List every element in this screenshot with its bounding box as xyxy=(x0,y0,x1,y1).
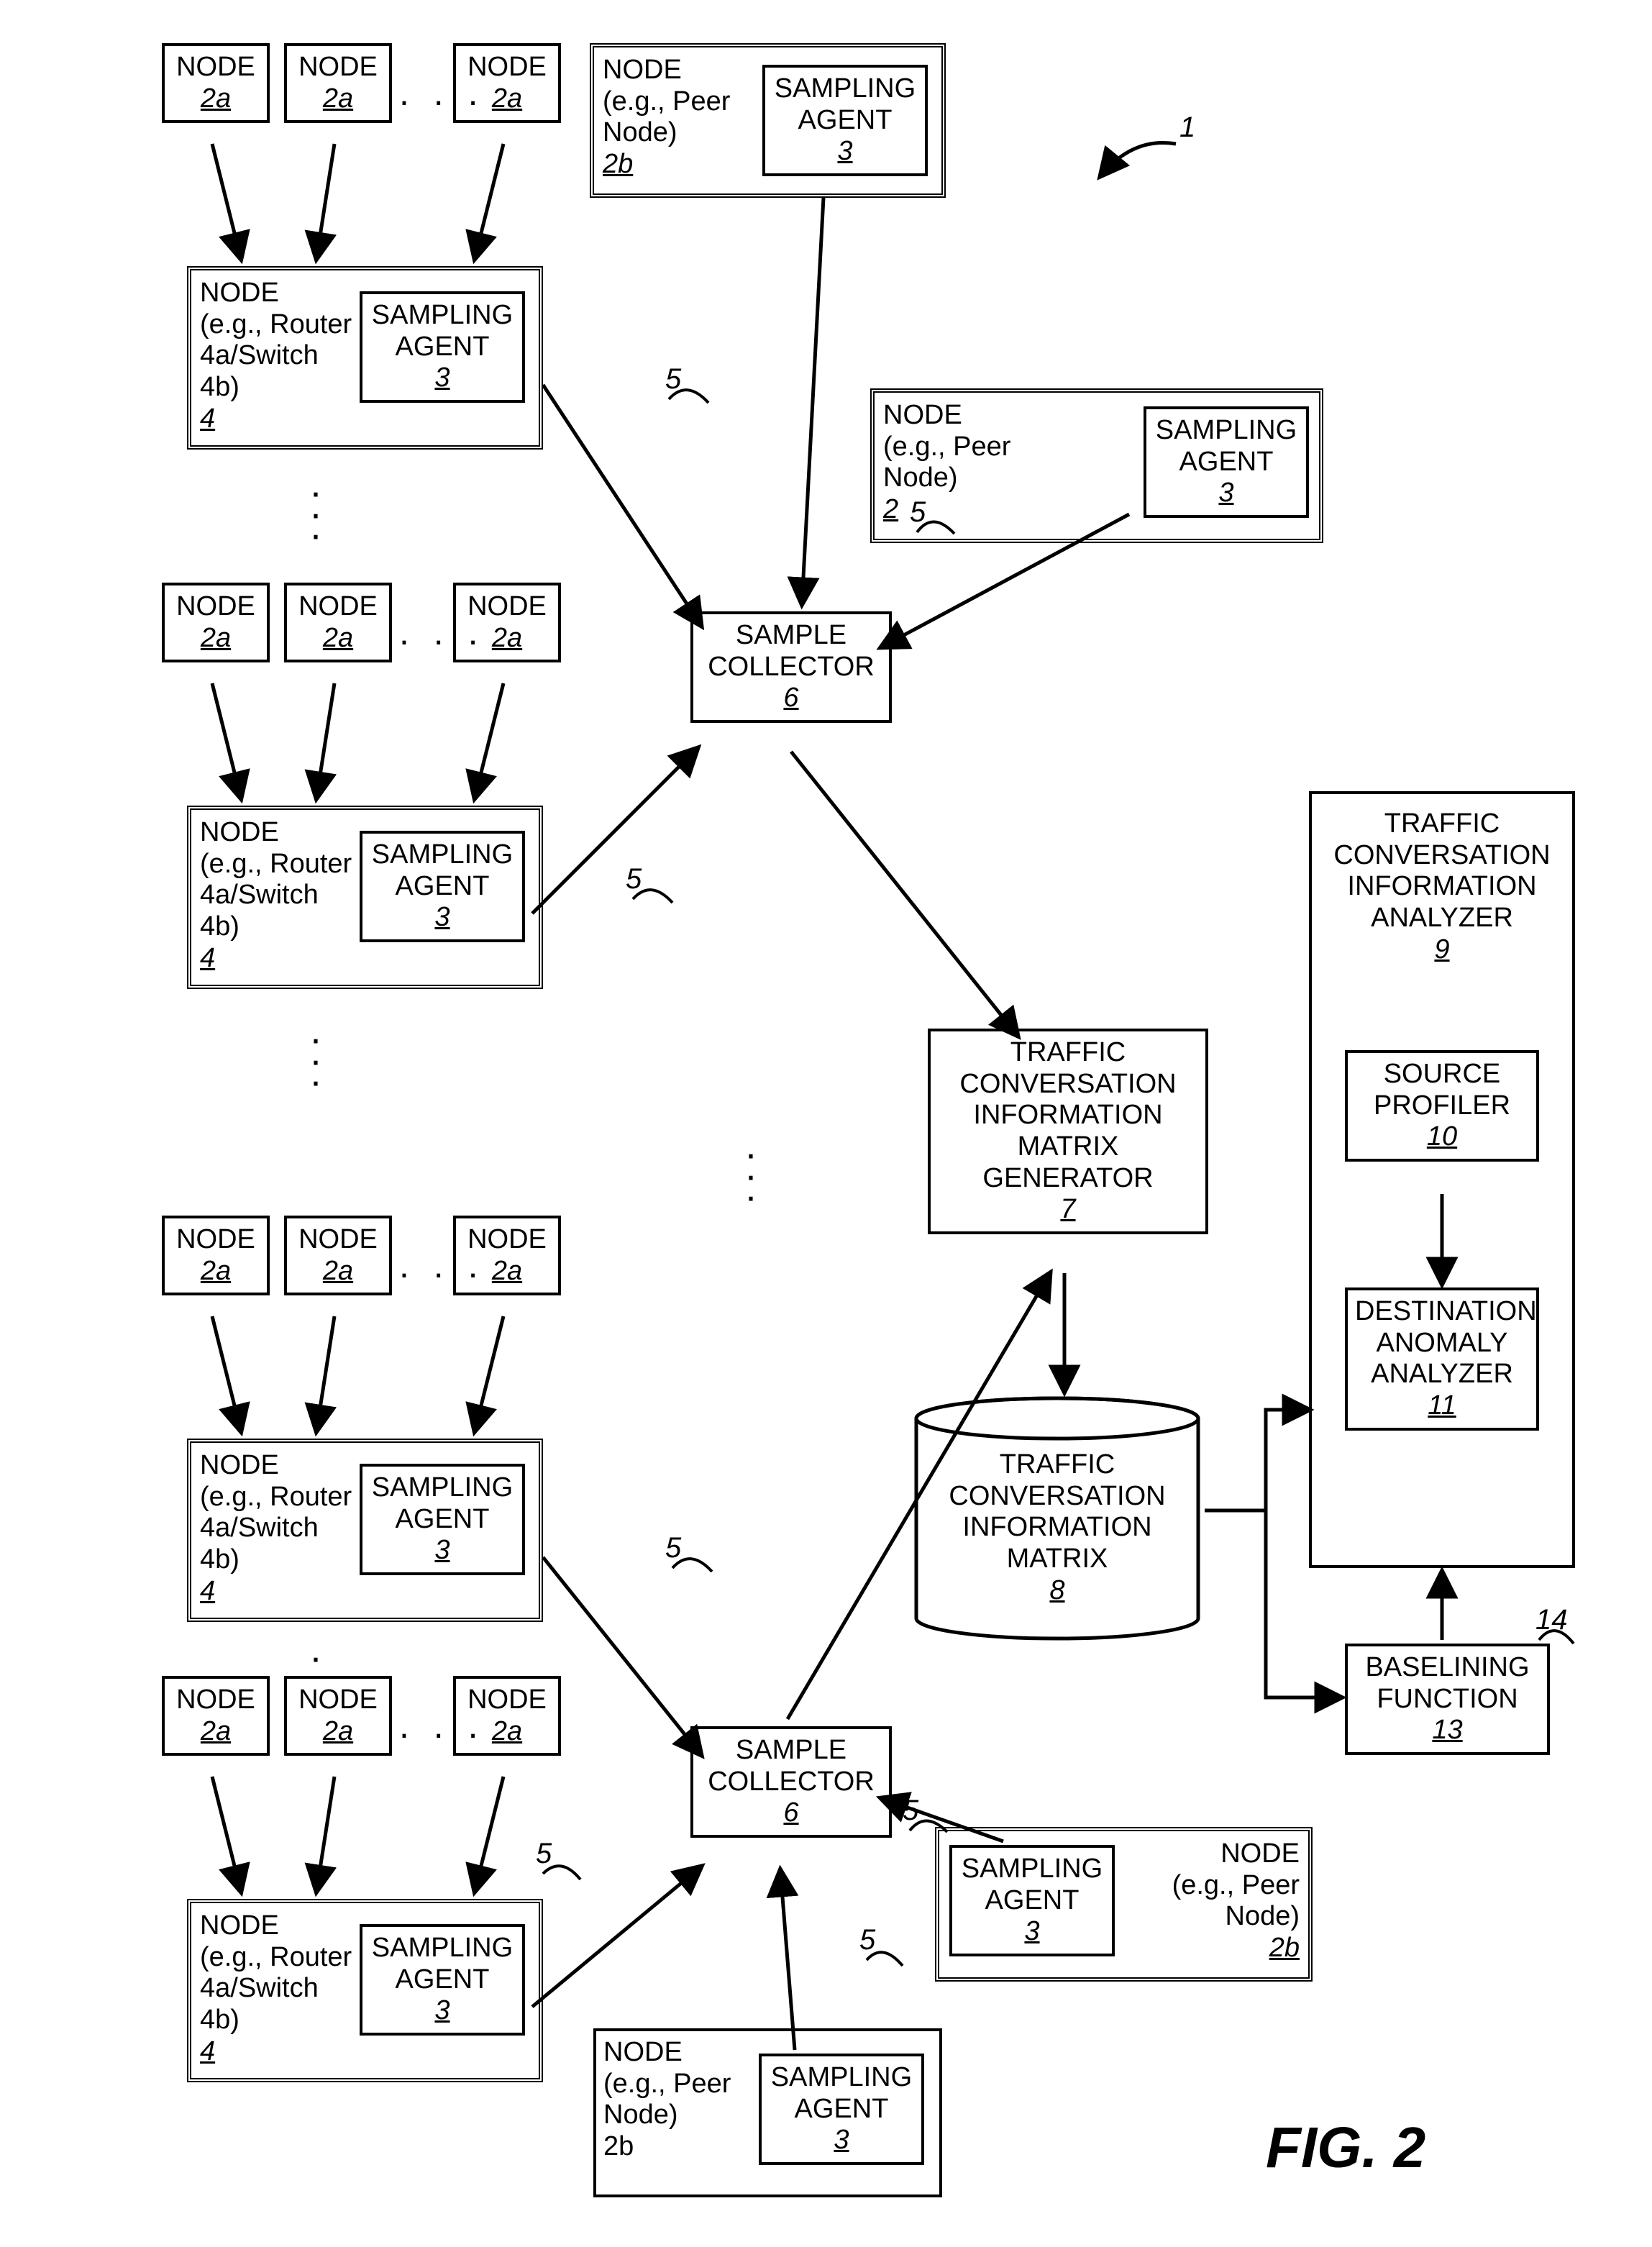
ref-label-1: 1 xyxy=(1179,111,1195,144)
ref-label-5: 5 xyxy=(910,496,926,529)
node-label: NODE xyxy=(176,52,255,82)
ref-label-5: 5 xyxy=(903,1795,918,1827)
ref-label-5: 5 xyxy=(626,863,642,895)
node-2a: NODE2a xyxy=(162,583,270,662)
sampling-agent: SAMPLING AGENT 3 xyxy=(360,291,525,403)
ellipsis-icon: . . . xyxy=(399,72,485,114)
ref-label-14: 14 xyxy=(1535,1604,1568,1636)
ellipsis-icon: . . . xyxy=(399,1705,485,1746)
vdots-icon: ··· xyxy=(309,482,322,546)
sampling-agent: SAMPLING AGENT3 xyxy=(759,2054,924,2165)
tcim-generator: TRAFFIC CONVERSATION INFORMATION MATRIX … xyxy=(928,1029,1208,1234)
figure-label: FIG. 2 xyxy=(1266,2115,1425,2181)
sampling-agent: SAMPLING AGENT3 xyxy=(762,65,928,176)
ref-label-5: 5 xyxy=(859,1924,875,1956)
sampling-agent: SAMPLING AGENT3 xyxy=(1144,406,1309,518)
sample-collector: SAMPLE COLLECTOR 6 xyxy=(690,611,892,723)
destination-anomaly-analyzer: DESTINATION ANOMALY ANALYZER 11 xyxy=(1345,1287,1539,1431)
node-2a: NODE2a xyxy=(162,1676,270,1756)
baselining-function: BASELINING FUNCTION 13 xyxy=(1345,1644,1550,1755)
analyzer: TRAFFIC CONVERSATION INFORMATION ANALYZE… xyxy=(1309,791,1575,1568)
ref-2a: 2a xyxy=(201,83,231,115)
node-2a: NODE2a xyxy=(162,1216,270,1295)
tcim-cylinder: TRAFFIC CONVERSATION INFORMATION MATRIX … xyxy=(913,1395,1201,1647)
ref-label-5: 5 xyxy=(665,1532,681,1564)
sampling-agent: SAMPLING AGENT3 xyxy=(360,1924,525,2036)
sample-collector: SAMPLE COLLECTOR 6 xyxy=(690,1726,892,1838)
sampling-agent: SAMPLING AGENT3 xyxy=(360,831,525,942)
node-2a: NODE2a xyxy=(284,583,392,662)
sampling-agent: SAMPLING AGENT3 xyxy=(949,1845,1115,1956)
sampling-agent: SAMPLING AGENT3 xyxy=(360,1464,525,1575)
vdots-icon: ··· xyxy=(309,1029,322,1093)
ellipsis-icon: . . . xyxy=(399,1244,485,1286)
node-2a: NODE 2a xyxy=(284,43,392,123)
node-2a: NODE 2a xyxy=(162,43,270,123)
node-2a: NODE2a xyxy=(284,1216,392,1295)
ref-label-5: 5 xyxy=(536,1838,552,1870)
source-profiler: SOURCE PROFILER 10 xyxy=(1345,1050,1539,1162)
ref-label-5: 5 xyxy=(665,363,681,396)
ellipsis-icon: . . . xyxy=(399,611,485,653)
node-2a: NODE2a xyxy=(284,1676,392,1756)
vdots-icon: ··· xyxy=(744,1144,757,1208)
